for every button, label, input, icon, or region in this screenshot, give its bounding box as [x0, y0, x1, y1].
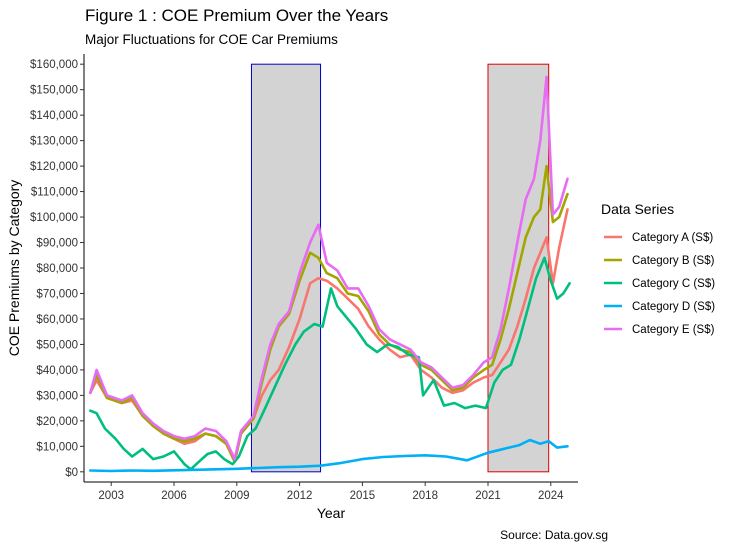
legend-label: Category E (S$) [632, 324, 715, 336]
y-tick-label: $140,000 [30, 110, 78, 122]
series-line-e [89, 75, 569, 461]
y-tick-label: $60,000 [36, 314, 78, 326]
y-tick-label: $50,000 [36, 339, 78, 351]
x-tick-label: 2003 [98, 490, 124, 502]
legend-title: Data Series [601, 201, 674, 217]
y-tick-label: $100,000 [30, 212, 78, 224]
legend-label: Category D (S$) [632, 301, 715, 313]
y-tick-label: $160,000 [30, 59, 78, 71]
chart-title: Figure 1 : COE Premium Over the Years [85, 6, 389, 25]
y-tick-label: $10,000 [36, 441, 78, 453]
y-tick-label: $130,000 [30, 136, 78, 148]
x-tick-label: 2006 [161, 490, 187, 502]
y-tick-label: $20,000 [36, 416, 78, 428]
source-caption: Source: Data.gov.sg [500, 528, 608, 542]
y-tick-label: $30,000 [36, 390, 78, 402]
x-axis-title: Year [317, 505, 346, 521]
x-tick-label: 2009 [224, 490, 250, 502]
legend-label: Category A (S$) [632, 232, 713, 244]
y-tick-label: $120,000 [30, 161, 78, 173]
legend: Data Series Category A (S$) Category B (S$… [601, 201, 715, 336]
y-tick-label: $0 [65, 467, 78, 479]
y-tick-label: $70,000 [36, 288, 78, 300]
legend-label: Category C (S$) [632, 278, 715, 290]
chart-subtitle: Major Fluctuations for COE Car Premiums [85, 32, 338, 47]
series-line-b [89, 164, 569, 463]
highlight-box-1 [250, 63, 322, 473]
legend-label: Category B (S$) [632, 255, 715, 267]
x-tick-label: 2015 [350, 490, 376, 502]
x-tick-label: 2018 [412, 490, 438, 502]
y-tick-label: $90,000 [36, 238, 78, 250]
x-tick-label: 2024 [538, 490, 564, 502]
y-tick-label: $80,000 [36, 263, 78, 275]
y-tick-label: $110,000 [31, 187, 78, 199]
y-axis-title: COE Premiums by Category [6, 180, 22, 357]
x-tick-label: 2012 [287, 490, 313, 502]
series-line-d [89, 438, 569, 473]
series-line-c [89, 256, 571, 471]
y-tick-label: $40,000 [36, 365, 78, 377]
y-tick-label: $150,000 [30, 85, 78, 97]
x-tick-label: 2021 [475, 490, 501, 502]
